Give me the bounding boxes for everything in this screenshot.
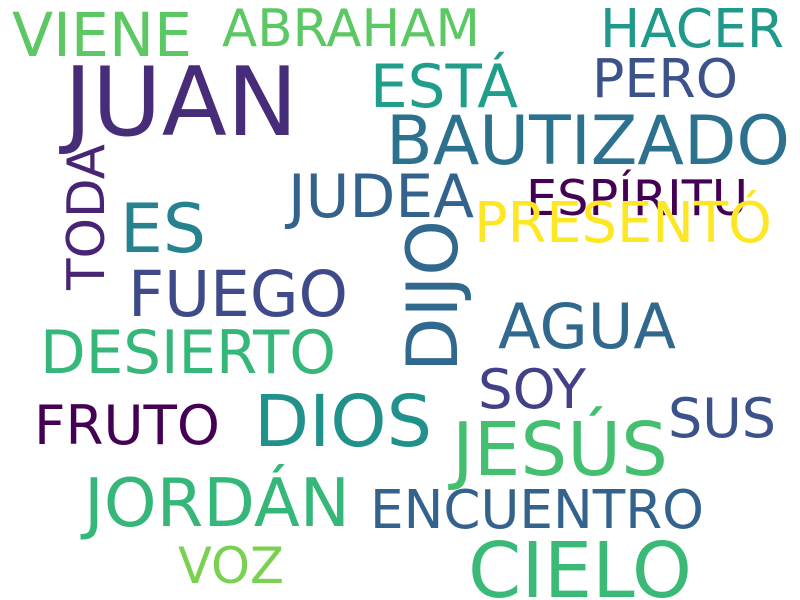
word-dios: DIOS — [254, 380, 433, 463]
word-esta: ESTÁ — [370, 53, 518, 122]
word-jesus: JESÚS — [452, 408, 669, 493]
word-sus: SUS — [668, 387, 777, 450]
word-viene: VIENE — [12, 1, 193, 71]
word-dijo: DIJO — [391, 220, 474, 372]
word-bautizado: BAUTIZADO — [386, 102, 790, 181]
word-toda: TODA — [57, 144, 117, 290]
word-encuentro: ENCUENTRO — [370, 479, 704, 541]
word-fruto: FRUTO — [34, 393, 220, 457]
word-jordan: JORDÁN — [84, 464, 350, 542]
word-voz: VOZ — [178, 537, 284, 595]
word-desierto: DESIERTO — [40, 319, 336, 388]
word-hacer: HACER — [600, 0, 784, 60]
word-fuego: FUEGO — [128, 258, 349, 331]
word-es: ES — [120, 190, 206, 269]
word-agua: AGUA — [498, 290, 676, 363]
word-abraham: ABRAHAM — [222, 0, 480, 59]
word-juan: JUAN — [64, 48, 298, 158]
word-judea: JUDEA — [288, 163, 474, 232]
word-pero: PERO — [592, 47, 738, 110]
word-soy: SOY — [478, 357, 586, 421]
word-espiritu: ESPÍRITU — [526, 169, 748, 227]
word-presento: PRESENTÓ — [474, 191, 772, 256]
word-cielo: CIELO — [468, 527, 693, 600]
